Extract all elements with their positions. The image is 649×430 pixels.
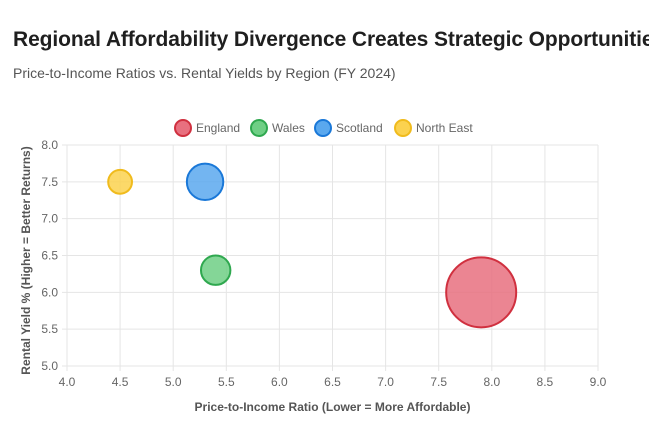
y-tick-label: 7.5 <box>41 175 58 189</box>
legend-label: England <box>196 121 240 135</box>
x-tick-labels: 4.0 4.5 5.0 5.5 6.0 6.5 7.0 7.5 8.0 8.5 9.0 <box>59 375 607 389</box>
legend-item-north-east[interactable]: North East <box>394 119 473 137</box>
x-tick-label: 8.0 <box>483 375 500 389</box>
legend-swatch <box>314 119 332 137</box>
y-axis-title: Rental Yield % (Higher = Better Returns) <box>19 146 33 374</box>
grid <box>62 144 599 371</box>
legend-swatch <box>250 119 268 137</box>
x-tick-label: 8.5 <box>537 375 554 389</box>
x-axis-title: Price-to-Income Ratio (Lower = More Affo… <box>195 400 471 414</box>
y-tick-label: 6.0 <box>41 285 58 299</box>
y-tick-label: 7.0 <box>41 212 58 226</box>
legend-item-england[interactable]: England <box>174 119 240 137</box>
x-tick-label: 6.0 <box>271 375 288 389</box>
x-tick-label: 4.5 <box>112 375 129 389</box>
legend-swatch <box>174 119 192 137</box>
data-points[interactable] <box>107 162 518 329</box>
x-tick-label: 7.0 <box>377 375 394 389</box>
data-point-england[interactable] <box>445 256 518 329</box>
x-tick-label: 4.0 <box>59 375 76 389</box>
legend-item-scotland[interactable]: Scotland <box>314 119 383 137</box>
data-point-wales[interactable] <box>199 254 232 286</box>
legend[interactable]: England Wales Scotland North East <box>174 119 473 137</box>
y-tick-label: 5.5 <box>41 322 58 336</box>
x-tick-label: 5.0 <box>165 375 182 389</box>
chart-title: Regional Affordability Divergence Create… <box>13 28 649 51</box>
y-tick-label: 6.5 <box>41 249 58 263</box>
legend-item-wales[interactable]: Wales <box>250 119 305 137</box>
data-point-scotland[interactable] <box>185 162 225 202</box>
data-point-north-east[interactable] <box>107 168 133 195</box>
chart-subtitle: Price-to-Income Ratios vs. Rental Yields… <box>13 65 396 81</box>
y-tick-label: 5.0 <box>41 359 58 373</box>
legend-label: North East <box>416 121 473 135</box>
x-tick-label: 6.5 <box>324 375 341 389</box>
y-tick-labels: 8.0 7.5 7.0 6.5 6.0 5.5 5.0 <box>41 138 58 373</box>
y-tick-label: 8.0 <box>41 138 58 152</box>
legend-label: Wales <box>272 121 305 135</box>
x-tick-label: 9.0 <box>590 375 607 389</box>
legend-label: Scotland <box>336 121 383 135</box>
x-tick-label: 5.5 <box>218 375 235 389</box>
legend-swatch <box>394 119 412 137</box>
x-tick-label: 7.5 <box>430 375 447 389</box>
